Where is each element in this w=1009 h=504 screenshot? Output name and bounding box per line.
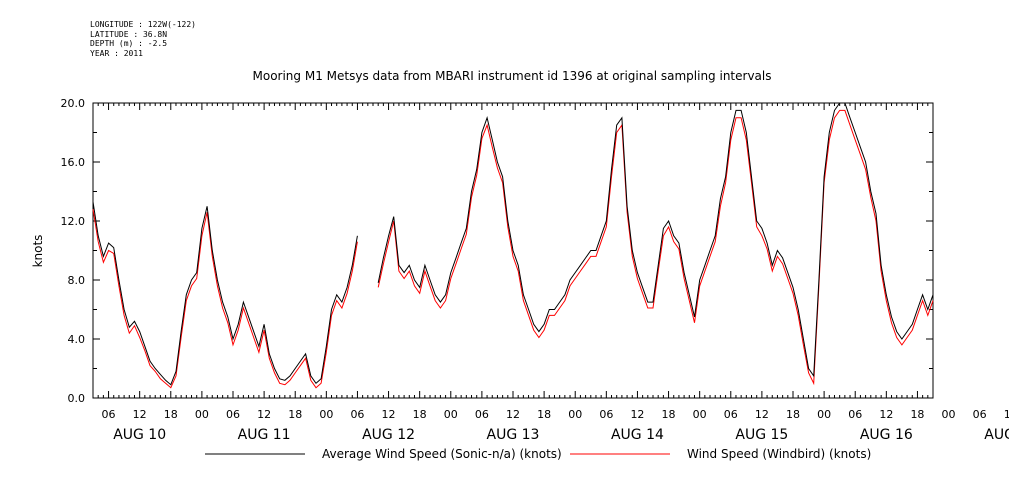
- x-tick-label: 00: [942, 408, 956, 421]
- x-tick-label: 18: [288, 408, 302, 421]
- day-label: AUG 17: [984, 427, 1009, 443]
- y-tick-labels: 0.0 4.0 8.0 12.0 16.0 20.0: [61, 97, 86, 405]
- x-tick-label: 00: [319, 408, 333, 421]
- x-tick-label: 12: [382, 408, 396, 421]
- x-tick-label: 18: [164, 408, 178, 421]
- series-lines: [92, 102, 934, 389]
- depth-label: DEPTH (m) : -2.5: [90, 39, 168, 48]
- y-tick-label: 4.0: [68, 333, 86, 346]
- series-line-windbird: [92, 109, 934, 389]
- legend: Average Wind Speed (Sonic-n/a) (knots) W…: [205, 447, 871, 461]
- y-tick-label: 20.0: [61, 97, 86, 110]
- chart-title: Mooring M1 Metsys data from MBARI instru…: [253, 69, 772, 83]
- legend-label-windbird: Wind Speed (Windbird) (knots): [687, 447, 871, 461]
- day-label: AUG 14: [611, 427, 664, 443]
- x-tick-label: 06: [599, 408, 613, 421]
- y-tick-label: 12.0: [61, 215, 86, 228]
- x-tick-label: 00: [195, 408, 209, 421]
- x-tick-label: 06: [102, 408, 116, 421]
- x-tick-label: 12: [630, 408, 644, 421]
- x-tick-label: 18: [662, 408, 676, 421]
- day-label: AUG 11: [238, 427, 291, 443]
- x-tick-label: 18: [910, 408, 924, 421]
- y-tick-label: 16.0: [61, 156, 86, 169]
- x-tick-label: 18: [786, 408, 800, 421]
- x-tick-label: 12: [506, 408, 520, 421]
- x-tick-label: 06: [973, 408, 987, 421]
- x-tick-label: 00: [444, 408, 458, 421]
- day-label: AUG 13: [487, 427, 540, 443]
- x-tick-labels: 06 12 18 00 06 12 18 00 06 12 18 00 06 12 18 00 06 12 18 00…: [102, 408, 1009, 421]
- x-tick-label: 18: [413, 408, 427, 421]
- x-tick-label: 00: [693, 408, 707, 421]
- day-label: AUG 15: [735, 427, 788, 443]
- x-tick-label: 12: [133, 408, 147, 421]
- x-tick-label: 06: [226, 408, 240, 421]
- day-label: AUG 10: [113, 427, 166, 443]
- day-label: AUG 16: [860, 427, 913, 443]
- series-line-average: [92, 102, 934, 386]
- legend-label-average: Average Wind Speed (Sonic-n/a) (knots): [322, 447, 562, 461]
- year-label: YEAR : 2011: [90, 48, 143, 58]
- axis-ticks: [92, 102, 934, 399]
- x-tick-label: 06: [475, 408, 489, 421]
- x-tick-label: 00: [817, 408, 831, 421]
- y-tick-label: 0.0: [68, 392, 86, 405]
- x-tick-label: 06: [350, 408, 364, 421]
- x-tick-label: 12: [1004, 408, 1009, 421]
- y-tick-label: 8.0: [68, 274, 86, 287]
- x-tick-label: 00: [568, 408, 582, 421]
- latitude-label: LATITUDE : 36.8N: [90, 29, 168, 39]
- day-label: AUG 12: [362, 427, 415, 443]
- x-tick-label: 12: [879, 408, 893, 421]
- x-tick-label: 12: [257, 408, 271, 421]
- station-metadata: LONGITUDE : 122W(-122) LATITUDE : 36.8N …: [90, 20, 196, 58]
- y-axis-label: knots: [31, 235, 45, 268]
- x-tick-label: 06: [848, 408, 862, 421]
- x-tick-label: 18: [537, 408, 551, 421]
- x-tick-label: 12: [755, 408, 769, 421]
- longitude-label: LONGITUDE : 122W(-122): [90, 20, 196, 29]
- x-tick-label: 06: [724, 408, 738, 421]
- day-labels: AUG 10 AUG 11 AUG 12 AUG 13 AUG 14 AUG 15 AUG …: [113, 427, 1009, 443]
